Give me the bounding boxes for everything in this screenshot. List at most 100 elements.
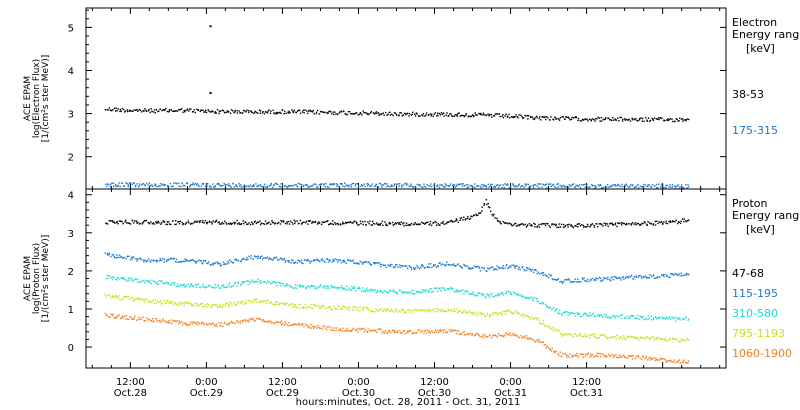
data-point [383, 264, 385, 266]
data-point [504, 183, 506, 185]
data-point [489, 293, 491, 296]
data-point [412, 289, 414, 292]
data-point [422, 309, 424, 312]
data-point [582, 356, 584, 358]
data-point [323, 325, 325, 327]
data-point [555, 308, 557, 311]
data-point [239, 320, 241, 322]
data-point [374, 263, 376, 265]
data-point [280, 112, 282, 115]
data-point [566, 311, 569, 313]
data-point [417, 308, 419, 311]
data-point [144, 282, 146, 284]
x-tick-date: Oct.30 [342, 388, 375, 399]
data-point [379, 263, 381, 266]
data-point [607, 278, 609, 281]
data-point [563, 334, 565, 336]
data-point [589, 312, 591, 314]
data-point [651, 358, 654, 360]
data-point [194, 302, 197, 305]
data-point [333, 327, 336, 329]
data-point [223, 264, 225, 266]
data-point [183, 302, 186, 305]
data-point [394, 308, 397, 311]
data-point [173, 301, 175, 304]
data-point [441, 183, 443, 186]
data-point [631, 222, 634, 224]
data-point [386, 185, 388, 188]
data-point [236, 112, 239, 114]
data-point [589, 186, 591, 188]
data-point [542, 183, 544, 186]
data-point [379, 289, 382, 292]
data-point [476, 311, 479, 314]
data-point [434, 220, 436, 223]
data-point [542, 223, 545, 225]
data-point [676, 338, 678, 340]
data-point [413, 293, 415, 295]
data-point [446, 331, 449, 334]
data-point [263, 185, 265, 188]
data-point [443, 287, 445, 289]
data-point [448, 329, 451, 331]
data-point [135, 278, 137, 280]
data-point [368, 261, 370, 263]
data-point [538, 319, 540, 321]
data-point [494, 113, 497, 115]
data-point [437, 329, 439, 332]
data-point [202, 220, 204, 222]
data-point [123, 111, 126, 113]
data-point [270, 182, 272, 185]
data-point [411, 292, 414, 295]
data-point [576, 281, 578, 283]
data-point [286, 324, 289, 326]
data-point [292, 110, 294, 113]
data-point [523, 335, 526, 337]
data-point [609, 185, 611, 188]
data-point [476, 185, 479, 187]
data-point [240, 260, 242, 262]
data-point [604, 224, 607, 227]
data-point [405, 312, 407, 314]
data-point [151, 185, 154, 188]
x-tick-date: Oct.29 [190, 388, 223, 399]
data-point [237, 259, 239, 262]
data-point [219, 223, 222, 225]
data-point [412, 332, 414, 335]
data-point [535, 269, 537, 272]
data-point [243, 281, 245, 283]
data-point [427, 221, 429, 223]
y-tick-label: 2 [68, 267, 74, 278]
data-point [147, 221, 149, 224]
data-point [152, 299, 154, 302]
data-point [322, 285, 325, 288]
data-point [303, 184, 305, 186]
data-point [602, 279, 604, 281]
data-point [238, 222, 240, 224]
data-point [146, 182, 148, 185]
data-point [625, 276, 627, 279]
data-point [367, 113, 369, 116]
data-point [678, 359, 680, 361]
data-point [440, 264, 442, 266]
data-point [278, 304, 280, 306]
data-point [171, 185, 173, 187]
data-point [635, 118, 637, 120]
data-point [668, 118, 671, 121]
data-point [580, 120, 583, 122]
data-point [438, 186, 441, 189]
data-point [404, 113, 407, 116]
data-point [461, 289, 464, 291]
data-point [248, 299, 250, 301]
series-175-315 [105, 182, 690, 190]
data-point [575, 225, 577, 227]
data-point [500, 313, 503, 316]
data-point [556, 279, 559, 281]
data-point [284, 304, 286, 306]
data-point [393, 183, 396, 185]
data-point [332, 111, 334, 113]
data-point [677, 120, 679, 122]
data-point [410, 290, 412, 292]
data-point [333, 183, 336, 185]
data-point [408, 309, 410, 311]
